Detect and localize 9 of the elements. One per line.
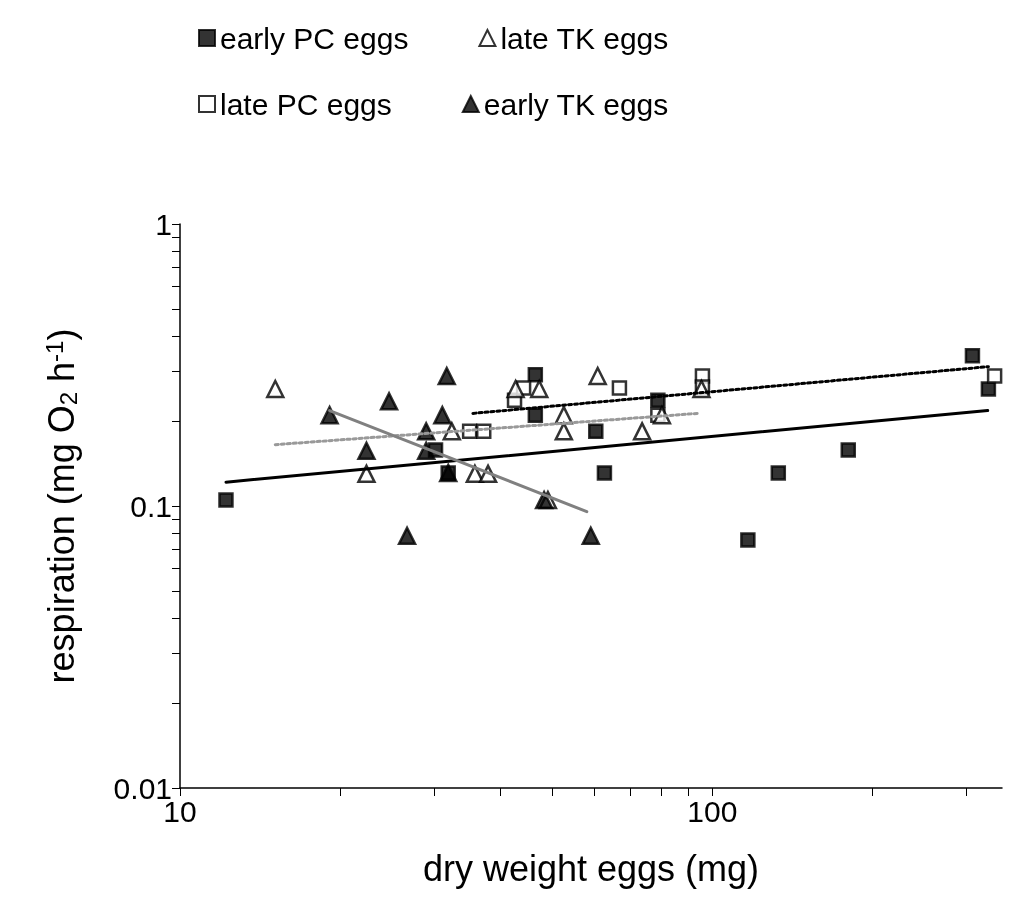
x-axis-title: dry weight eggs (mg) [422, 847, 760, 889]
legend-label: late PC eggs [220, 87, 392, 121]
legend-label: late TK eggs [500, 21, 669, 55]
legend-label: early TK eggs [483, 87, 669, 121]
y-tick-label: 1 [155, 207, 172, 241]
x-tick-label: 100 [687, 794, 738, 828]
y-axis-title: respiration (mg O2 h-1) [40, 328, 82, 684]
y-tick-label: 0.1 [130, 489, 172, 523]
legend-label: early PC eggs [220, 21, 409, 55]
